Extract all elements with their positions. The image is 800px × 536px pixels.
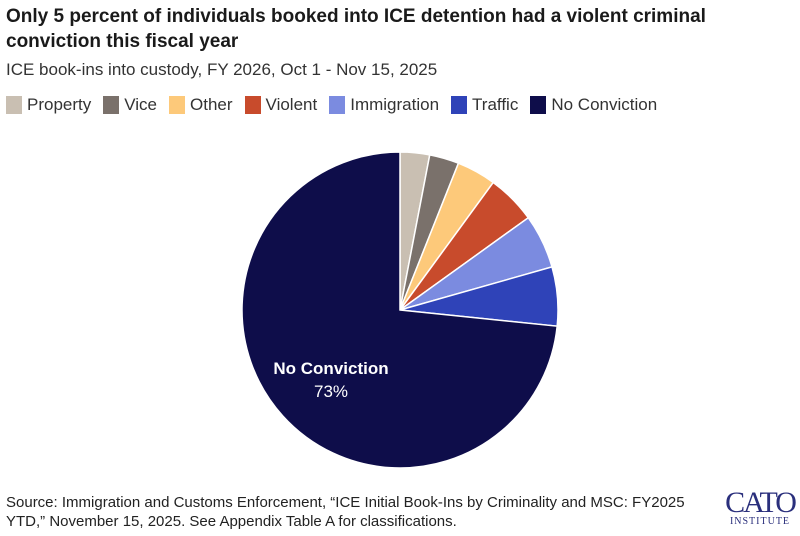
- cato-logo: CATO INSTITUTE: [722, 486, 798, 528]
- legend-item: No Conviction: [530, 95, 657, 115]
- legend-swatch: [244, 96, 261, 114]
- legend-label: Vice: [124, 95, 158, 114]
- pie-slice-no-conviction: [241, 151, 558, 469]
- legend-item: Traffic: [451, 95, 518, 115]
- legend-swatch: [329, 96, 346, 114]
- legend-item: Other: [169, 95, 233, 115]
- legend-swatch: [451, 96, 468, 114]
- source-note: Source: Immigration and Customs Enforcem…: [6, 494, 685, 530]
- legend-swatch: [6, 96, 22, 114]
- logo-line2: INSTITUTE: [729, 516, 791, 527]
- legend-item: Vice: [103, 95, 157, 115]
- legend-label: Other: [190, 95, 233, 114]
- legend-swatch: [169, 96, 186, 114]
- legend-label: Traffic: [472, 95, 519, 114]
- chart-title: Only 5 percent of individuals booked int…: [6, 6, 706, 52]
- data-label-name: No Conviction: [273, 359, 388, 378]
- legend: Property Vice Other Violent Immigration Traff…: [6, 95, 657, 115]
- legend-swatch: [103, 96, 120, 114]
- legend-label: Property: [27, 95, 92, 114]
- legend-label: Immigration: [350, 95, 440, 114]
- legend-item: Violent: [244, 95, 318, 115]
- legend-label: Violent: [265, 95, 318, 114]
- legend-item: Property: [6, 95, 91, 115]
- legend-item: Immigration: [329, 95, 439, 115]
- data-label-value: 73%: [314, 382, 348, 401]
- legend-label: No Conviction: [551, 95, 658, 114]
- legend-swatch: [530, 96, 547, 114]
- chart-subtitle: ICE book-ins into custody, FY 2026, Oct …: [6, 60, 438, 79]
- logo-line1: CATO: [725, 486, 797, 519]
